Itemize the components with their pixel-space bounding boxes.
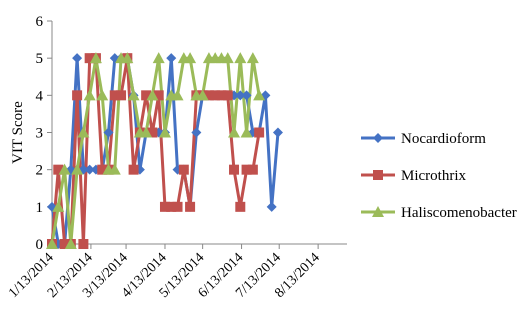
data-point-haliscomenobacter bbox=[234, 52, 247, 64]
data-point-microthrix bbox=[153, 90, 164, 101]
data-point-haliscomenobacter bbox=[171, 89, 184, 101]
data-point-microthrix bbox=[109, 90, 120, 101]
legend-label: Microthrix bbox=[401, 168, 466, 184]
legend-label: Nocardioform bbox=[401, 131, 486, 147]
data-point-microthrix bbox=[53, 164, 64, 175]
legend: Nocardioform Microthrix Haliscomenobacter bbox=[361, 131, 517, 221]
data-point-haliscomenobacter bbox=[140, 126, 153, 138]
data-point-haliscomenobacter bbox=[146, 89, 159, 101]
data-point-haliscomenobacter bbox=[77, 126, 90, 138]
data-point-nocardioform bbox=[84, 164, 95, 175]
data-point-haliscomenobacter bbox=[96, 89, 109, 101]
data-point-microthrix bbox=[97, 164, 108, 175]
legend-item-microthrix: Microthrix bbox=[361, 168, 466, 184]
data-point-microthrix bbox=[159, 201, 170, 212]
data-point-microthrix bbox=[185, 201, 196, 212]
data-point-microthrix bbox=[222, 90, 233, 101]
data-point-haliscomenobacter bbox=[108, 163, 121, 175]
y-tick-label: 4 bbox=[36, 88, 44, 104]
data-point-microthrix bbox=[141, 90, 152, 101]
data-point-microthrix bbox=[72, 90, 83, 101]
data-point-haliscomenobacter bbox=[196, 89, 209, 101]
y-tick-label: 0 bbox=[36, 237, 44, 253]
legend-item-haliscomenobacter: Haliscomenobacter bbox=[361, 205, 517, 221]
data-point-microthrix bbox=[147, 127, 158, 138]
y-tick-label: 2 bbox=[36, 163, 44, 179]
data-point-haliscomenobacter bbox=[52, 200, 65, 212]
data-point-nocardioform bbox=[266, 201, 277, 212]
data-point-haliscomenobacter bbox=[89, 52, 102, 64]
data-point-haliscomenobacter bbox=[221, 52, 234, 64]
data-point-microthrix bbox=[254, 127, 265, 138]
data-point-microthrix bbox=[229, 164, 240, 175]
y-axis-ticks: 0 1 2 3 4 5 6 bbox=[36, 14, 52, 253]
data-point-haliscomenobacter bbox=[184, 52, 197, 64]
legend-marker-nocardioform bbox=[373, 133, 383, 143]
data-point-haliscomenobacter bbox=[46, 238, 58, 249]
data-point-haliscomenobacter bbox=[71, 163, 84, 175]
series-lines bbox=[50, 56, 280, 246]
data-point-nocardioform bbox=[272, 127, 283, 138]
data-point-microthrix bbox=[241, 164, 252, 175]
data-point-haliscomenobacter bbox=[83, 89, 96, 101]
data-point-nocardioform bbox=[235, 90, 246, 101]
data-point-haliscomenobacter bbox=[152, 52, 165, 64]
data-point-microthrix bbox=[128, 164, 139, 175]
data-point-nocardioform bbox=[241, 90, 252, 101]
data-point-haliscomenobacter bbox=[58, 163, 71, 175]
legend-item-nocardioform: Nocardioform bbox=[361, 131, 486, 147]
y-tick-label: 1 bbox=[36, 200, 44, 216]
data-point-nocardioform bbox=[103, 127, 114, 138]
data-point-haliscomenobacter bbox=[127, 89, 140, 101]
data-point-haliscomenobacter bbox=[253, 89, 266, 101]
x-axis-ticks: 1/13/20142/13/20143/13/20144/13/20145/13… bbox=[6, 244, 323, 301]
data-point-microthrix bbox=[210, 90, 221, 101]
y-axis-label: VIT Score bbox=[10, 101, 26, 164]
data-point-haliscomenobacter bbox=[246, 52, 259, 64]
legend-label: Haliscomenobacter bbox=[401, 205, 517, 221]
data-point-haliscomenobacter bbox=[228, 126, 241, 138]
data-point-haliscomenobacter bbox=[240, 126, 253, 138]
data-point-nocardioform bbox=[72, 53, 83, 64]
legend-marker-microthrix bbox=[373, 170, 383, 180]
data-point-microthrix bbox=[216, 90, 227, 101]
series-markers bbox=[46, 52, 283, 249]
data-point-microthrix bbox=[235, 201, 246, 212]
data-point-microthrix bbox=[172, 201, 183, 212]
y-tick-label: 3 bbox=[36, 126, 44, 142]
data-point-haliscomenobacter bbox=[121, 52, 134, 64]
data-point-microthrix bbox=[116, 90, 127, 101]
data-point-microthrix bbox=[247, 164, 258, 175]
data-point-haliscomenobacter bbox=[158, 126, 171, 138]
y-tick-label: 5 bbox=[36, 51, 44, 67]
data-point-nocardioform bbox=[166, 53, 177, 64]
data-point-microthrix bbox=[166, 201, 177, 212]
data-point-haliscomenobacter bbox=[64, 238, 77, 249]
y-tick-label: 6 bbox=[36, 14, 44, 30]
data-point-microthrix bbox=[203, 90, 214, 101]
data-point-microthrix bbox=[178, 164, 189, 175]
legend-marker-haliscomenobacter bbox=[372, 206, 384, 217]
data-point-nocardioform bbox=[191, 127, 202, 138]
data-point-microthrix bbox=[84, 53, 95, 64]
data-point-microthrix bbox=[59, 239, 70, 249]
data-point-microthrix bbox=[78, 239, 89, 249]
